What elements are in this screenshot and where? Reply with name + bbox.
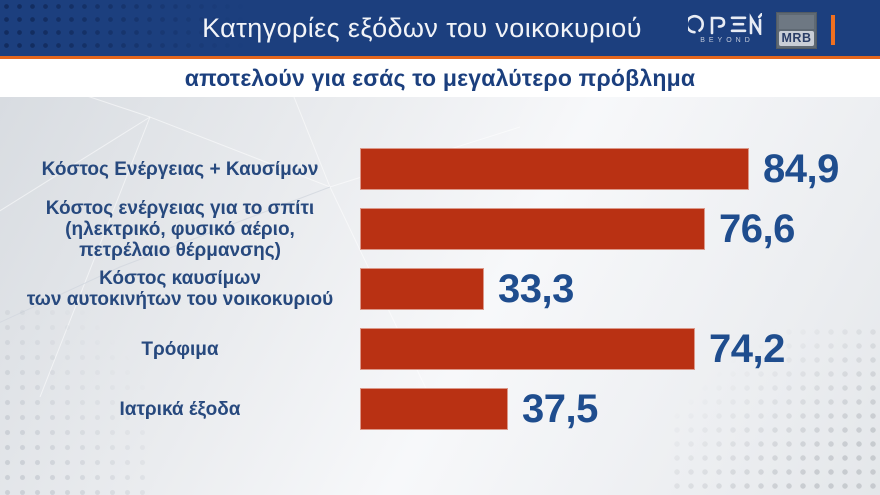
bar-row-home-energy: Κόστος ενέργειας για το σπίτι (ηλεκτρικό…: [0, 197, 880, 261]
bar-rows: Κόστος Ενέργειας + Καυσίμων 84,9 Κόστος …: [0, 97, 880, 439]
value-label: 74,2: [709, 326, 785, 371]
bar-chart: Κόστος Ενέργειας + Καυσίμων 84,9 Κόστος …: [0, 97, 880, 495]
mrb-logo-text: MRB: [779, 30, 814, 46]
value-label: 84,9: [763, 146, 839, 191]
category-label: Κόστος Ενέργειας + Καυσίμων: [41, 158, 319, 180]
value-label: 37,5: [522, 386, 598, 431]
bar-row-food: Τρόφιμα 74,2: [0, 319, 880, 379]
mrb-logo-top-block: [779, 14, 814, 29]
page-title: Κατηγορίες εξόδων του νοικοκυριού: [202, 12, 642, 43]
chart-subtitle: αποτελούν για εσάς το μεγαλύτερο πρόβλημ…: [184, 64, 696, 91]
open-beyond-logo: OPEN BEYOND: [688, 12, 762, 44]
category-label: Κόστος ενέργειας για το σπίτι (ηλεκτρικό…: [45, 197, 315, 261]
bar: [360, 268, 484, 310]
open-logo-beyond-text: BEYOND: [700, 36, 754, 44]
logo-group: OPEN BEYOND MRB: [688, 0, 835, 56]
mrb-logo: MRB: [776, 11, 817, 49]
bar-row-medical: Ιατρικά έξοδα 37,5: [0, 379, 880, 439]
bar: [360, 388, 508, 430]
bar-row-energy-fuel: Κόστος Ενέργειας + Καυσίμων 84,9: [0, 139, 880, 199]
category-label: Κόστος καυσίμων των αυτοκινήτων του νοικ…: [26, 268, 334, 310]
open-logo-glyphs: [688, 12, 762, 35]
category-label: Τρόφιμα: [141, 338, 219, 360]
bar: [360, 148, 749, 190]
header-bar: Κατηγορίες εξόδων του νοικοκυριού OPEN: [0, 0, 880, 56]
subtitle-strip: αποτελούν για εσάς το μεγαλύτερο πρόβλημ…: [0, 59, 880, 97]
category-label: Ιατρικά έξοδα: [119, 398, 241, 420]
orange-divider: [0, 56, 880, 59]
bar: [360, 328, 695, 370]
orange-tick-divider: [831, 15, 835, 45]
bar-row-car-fuel: Κόστος καυσίμων των αυτοκινήτων του νοικ…: [0, 259, 880, 319]
bar: [360, 208, 705, 250]
value-label: 33,3: [498, 266, 574, 311]
value-label: 76,6: [719, 206, 795, 251]
